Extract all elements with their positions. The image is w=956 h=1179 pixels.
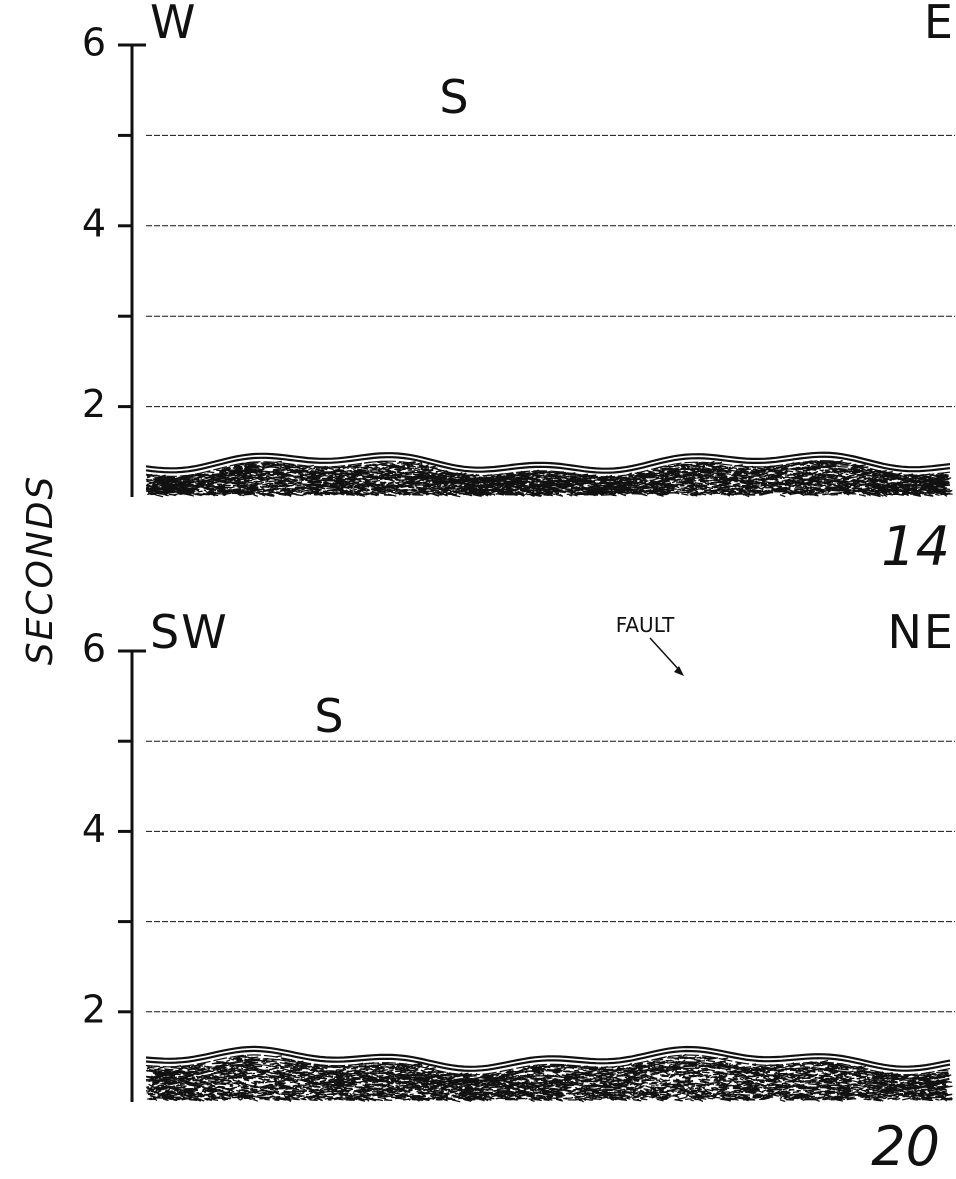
y-axis-label: SECONDS	[20, 475, 61, 666]
direction-label: E	[924, 0, 955, 49]
y-tick-label: 4	[82, 201, 106, 245]
direction-label: NE	[888, 605, 955, 659]
annotation-arrow	[650, 638, 681, 672]
y-tick-label: 6	[82, 627, 106, 671]
annotation: FAULT	[616, 613, 675, 637]
y-tick-label: 4	[82, 807, 106, 851]
y-tick-label: 2	[82, 382, 106, 426]
y-tick-label: 6	[82, 21, 106, 65]
seismic-panel	[146, 1047, 953, 1102]
profile-number: 20	[871, 1115, 940, 1175]
direction-label: W	[150, 0, 197, 49]
seismic-panel	[146, 453, 953, 497]
figure: SECONDS 246WES14246SWNES20FAULT	[0, 0, 956, 1175]
seismic-texture	[146, 1055, 953, 1102]
page: {"y_axis_label": "SECONDS", "panels": [ …	[0, 0, 956, 1175]
y-tick-label: 2	[82, 987, 106, 1031]
marker-label: S	[314, 689, 345, 743]
marker-label: S	[439, 70, 470, 124]
arrow-head	[674, 666, 684, 676]
profile-number: 14	[881, 515, 950, 578]
direction-label: SW	[150, 605, 229, 659]
